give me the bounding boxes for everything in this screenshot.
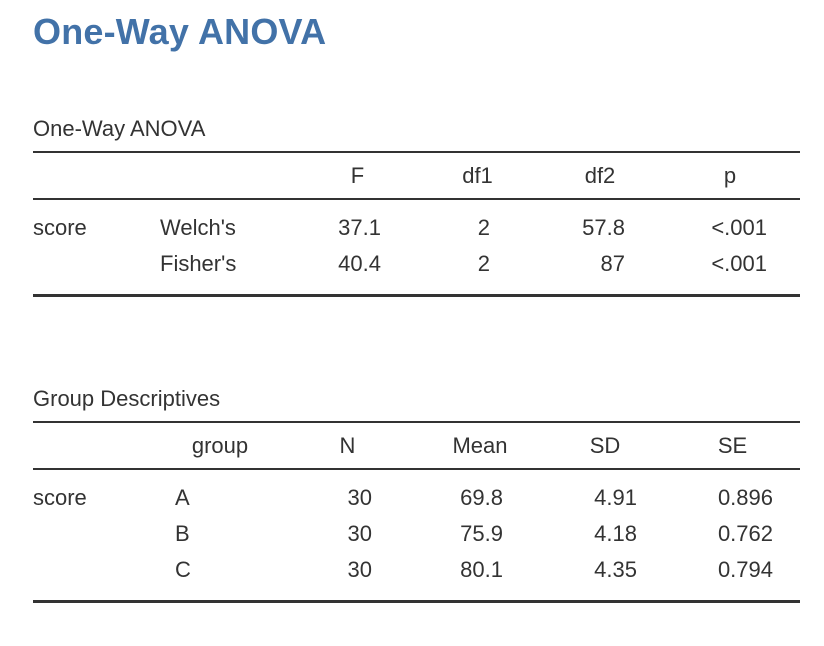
table-cell: <.001	[711, 251, 767, 276]
table-cell: 30	[347, 521, 372, 546]
descriptives-table-title: Group Descriptives	[33, 386, 221, 411]
table-cell: 87	[600, 251, 625, 276]
column-header-se: SE	[665, 422, 800, 470]
column-header-mean: Mean	[415, 422, 545, 470]
column-header-df2: df2	[540, 152, 660, 200]
anova-results-section: One-Way ANOVA F df1 df2 p score Welch's …	[33, 116, 824, 297]
table-cell: <.001	[711, 215, 767, 240]
table-cell: Welch's	[160, 215, 236, 240]
table-cell: Fisher's	[160, 251, 237, 276]
table-cell: 75.9	[460, 521, 503, 546]
table-row: B 30 75.9 4.18 0.762	[33, 516, 800, 552]
table-cell: 37.1	[338, 215, 381, 240]
row-label	[33, 246, 160, 296]
table-cell: 69.8	[460, 485, 503, 510]
table-cell: 0.762	[717, 521, 773, 546]
column-header-empty	[160, 152, 300, 200]
table-cell: A	[175, 485, 190, 510]
table-cell: 2	[477, 215, 490, 240]
table-row: C 30 80.1 4.35 0.794	[33, 552, 800, 602]
table-cell: 30	[347, 557, 372, 582]
column-header-p: p	[660, 152, 800, 200]
column-header-group: group	[160, 422, 280, 470]
table-cell: 4.35	[594, 557, 637, 582]
table-cell: 4.91	[594, 485, 637, 510]
row-label: score	[33, 215, 87, 240]
table-cell: 0.896	[717, 485, 773, 510]
table-cell: 2	[477, 251, 490, 276]
table-cell: 40.4	[338, 251, 381, 276]
row-label	[33, 516, 160, 552]
column-header-f: F	[300, 152, 415, 200]
table-row: score Welch's 37.1 2 57.8 <.001	[33, 199, 800, 246]
column-header-df1: df1	[415, 152, 540, 200]
descriptives-header-row: group N Mean SD SE	[33, 422, 800, 470]
table-cell: 0.794	[717, 557, 773, 582]
descriptives-section: Group Descriptives group N Mean SD SE sc…	[33, 386, 824, 603]
anova-table-title: One-Way ANOVA	[33, 116, 206, 141]
table-cell: 57.8	[582, 215, 625, 240]
column-header-n: N	[280, 422, 415, 470]
table-cell: 80.1	[460, 557, 503, 582]
row-label: score	[33, 485, 87, 510]
descriptives-table: group N Mean SD SE score A 30 69.8 4.91 …	[33, 421, 800, 603]
table-cell: 30	[347, 485, 372, 510]
anova-header-row: F df1 df2 p	[33, 152, 800, 200]
anova-table: F df1 df2 p score Welch's 37.1 2 57.8 <.…	[33, 151, 800, 297]
table-cell: B	[175, 521, 190, 546]
table-cell: C	[175, 557, 191, 582]
table-row: Fisher's 40.4 2 87 <.001	[33, 246, 800, 296]
table-row: score A 30 69.8 4.91 0.896	[33, 469, 800, 516]
column-header-empty	[33, 422, 160, 470]
row-label	[33, 552, 160, 602]
page-title: One-Way ANOVA	[33, 11, 327, 52]
table-cell: 4.18	[594, 521, 637, 546]
column-header-empty	[33, 152, 160, 200]
column-header-sd: SD	[545, 422, 665, 470]
